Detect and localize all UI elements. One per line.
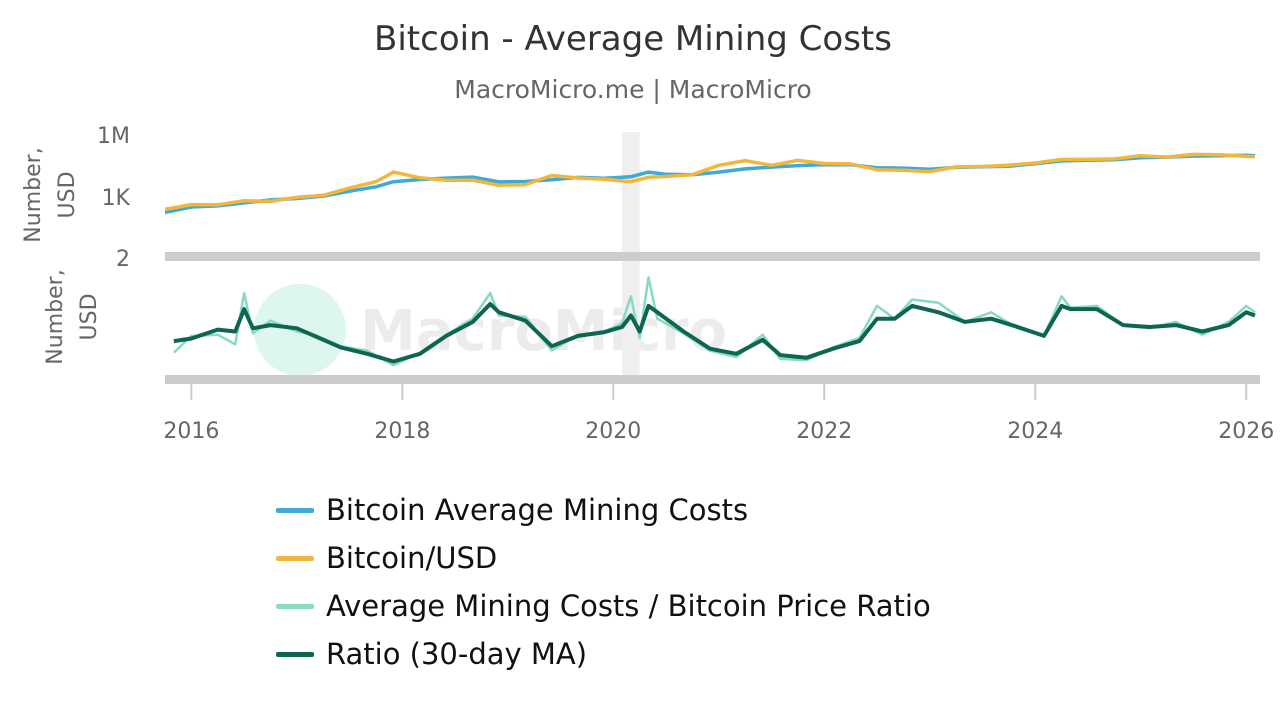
bottom-y-axis-title: Number, USD (43, 269, 102, 364)
watermark: MacroMicro (254, 284, 727, 376)
legend-label: Bitcoin/USD (326, 541, 498, 575)
x-tick-label: 2016 (163, 419, 219, 444)
y-tick-label: 2 (116, 247, 130, 272)
legend-item-ratio[interactable]: Average Mining Costs / Bitcoin Price Rat… (276, 582, 931, 630)
chart-title: Bitcoin - Average Mining Costs (374, 19, 892, 59)
series-layer (164, 152, 1256, 367)
legend-label: Average Mining Costs / Bitcoin Price Rat… (326, 589, 931, 623)
legend-item-mining-costs[interactable]: Bitcoin Average Mining Costs (276, 486, 931, 534)
x-axis: 2016 2018 2020 2022 2024 2026 (163, 384, 1274, 444)
x-tick-label: 2022 (796, 419, 852, 444)
chart-subtitle: MacroMicro.me | MacroMicro (454, 75, 811, 104)
legend-swatch (276, 603, 314, 609)
panel-separator (165, 252, 1260, 261)
series-line-mining-costs (164, 153, 1256, 215)
legend-item-ratio-ma[interactable]: Ratio (30-day MA) (276, 630, 931, 678)
top-y-axis-title: Number, USD (21, 147, 80, 242)
legend-swatch (276, 507, 314, 513)
x-tick-label: 2018 (374, 419, 430, 444)
legend-item-bitcoin-usd[interactable]: Bitcoin/USD (276, 534, 931, 582)
top-ylabel-line2: USD (55, 171, 80, 218)
top-ylabel-line1: Number, (21, 147, 46, 242)
series-line-bitcoin-usd (164, 152, 1256, 212)
legend: Bitcoin Average Mining Costs Bitcoin/USD… (276, 486, 931, 678)
y-tick-label: 1K (102, 186, 131, 211)
legend-label: Ratio (30-day MA) (326, 637, 588, 671)
bottom-ylabel-line2: USD (77, 293, 102, 340)
x-tick-label: 2020 (585, 419, 641, 444)
series-line-ratio-ma (173, 302, 1256, 364)
x-tick-label: 2024 (1007, 419, 1063, 444)
bottom-axis-line (165, 375, 1260, 384)
legend-swatch (276, 555, 314, 561)
x-tick-label: 2026 (1218, 419, 1274, 444)
bottom-ylabel-line1: Number, (43, 269, 68, 364)
legend-swatch (276, 651, 314, 657)
legend-label: Bitcoin Average Mining Costs (326, 493, 749, 527)
y-tick-label: 1M (97, 124, 130, 149)
